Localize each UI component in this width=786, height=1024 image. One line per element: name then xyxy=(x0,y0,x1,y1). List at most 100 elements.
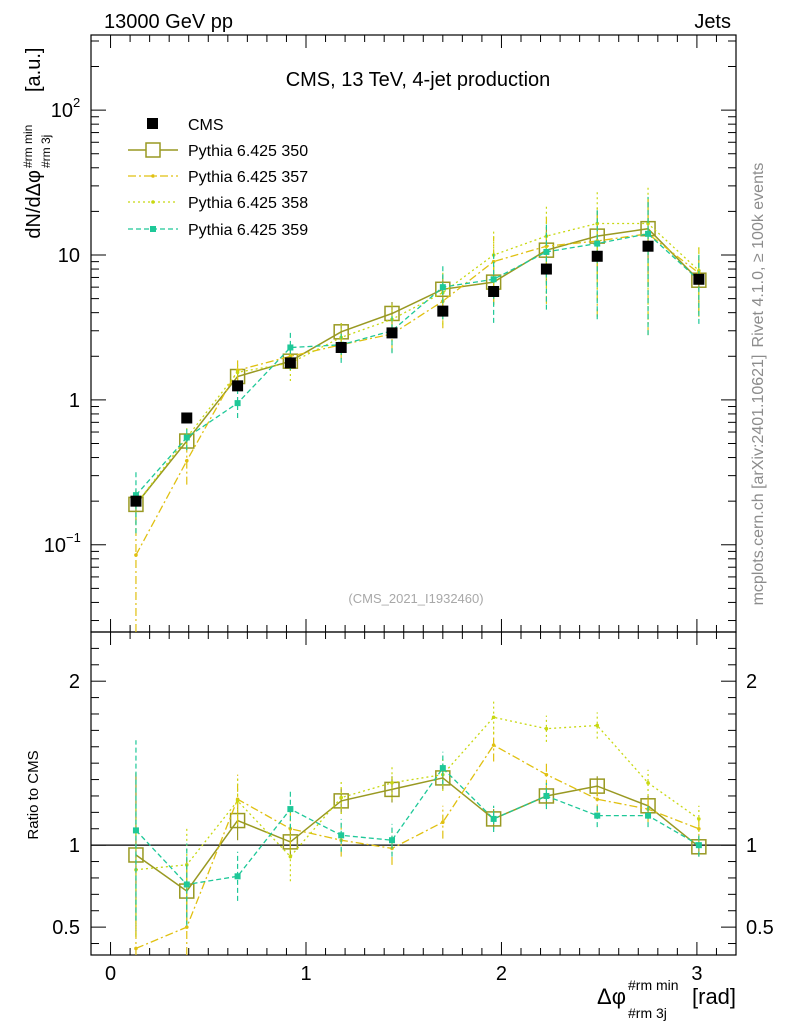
ratio-point-2 xyxy=(390,781,394,785)
ratio-point-2 xyxy=(235,799,240,803)
ratio-point-2 xyxy=(339,795,343,800)
cms-data-point xyxy=(488,285,500,297)
legend-entry-350: Pythia 6.425 350 xyxy=(128,142,308,160)
ratio-tick-label-left: 2 xyxy=(69,671,80,693)
cms-data-point xyxy=(540,263,552,275)
x-tick-label-1: 1 xyxy=(300,963,311,985)
ratio-tick-label-left: 0.5 xyxy=(52,917,80,939)
ratio-series-line-2 xyxy=(135,716,700,871)
series-1 xyxy=(134,196,701,955)
plot-frames xyxy=(90,34,737,956)
main-point-2 xyxy=(595,221,600,226)
y-tick-label-exponent: −1 xyxy=(66,530,81,545)
ratio-point-3 xyxy=(695,842,702,849)
legend-entry-358: Pythia 6.425 358 xyxy=(128,195,308,212)
ratio-point-3 xyxy=(543,792,550,799)
legend-label-357: Pythia 6.425 357 xyxy=(188,169,308,186)
header-left-label: 13000 GeV pp xyxy=(104,11,233,33)
main-series-line-3 xyxy=(135,233,700,496)
x-tick-label-2: 2 xyxy=(496,963,507,985)
y-tick-label-exponent: 2 xyxy=(73,95,80,110)
cms-data-layer xyxy=(130,240,705,507)
ratio-point-3 xyxy=(287,806,294,813)
y-tick-label: 10 xyxy=(58,245,80,267)
ratio-point-1 xyxy=(441,820,445,824)
ratio-point-1 xyxy=(544,772,549,777)
ratio-series-line-3 xyxy=(135,767,700,886)
series-2 xyxy=(134,186,701,936)
main-point-1 xyxy=(184,458,189,463)
mcplots-label: mcplots.cern.ch [arXiv:2401.10621] xyxy=(750,355,767,606)
ratio-point-3 xyxy=(439,765,446,772)
legend-marker-357 xyxy=(151,174,155,178)
x-tick-label-0: 0 xyxy=(105,963,116,985)
ratio-point-3 xyxy=(594,812,601,819)
main-point-3 xyxy=(132,492,139,499)
ratio-point-2 xyxy=(491,715,496,720)
x-axis-title-sub: #rm 3j xyxy=(628,1005,667,1021)
ratio-tick-label-right: 2 xyxy=(746,671,757,693)
main-point-3 xyxy=(594,240,601,247)
cms-data-point xyxy=(693,273,705,285)
ratio-series-line-0 xyxy=(135,777,700,893)
ratio-point-2 xyxy=(544,726,549,731)
main-point-3 xyxy=(287,344,294,351)
main-point-3 xyxy=(234,400,241,407)
y-axis-title: dN/dΔφ #rm min #rm 3j [a.u.] xyxy=(21,48,53,239)
main-point-1 xyxy=(288,354,293,359)
cms-data-point xyxy=(284,357,296,369)
y-axis-title-sub: #rm 3j xyxy=(39,135,53,168)
legend-label-359: Pythia 6.425 359 xyxy=(188,222,308,239)
cms-data-point xyxy=(591,250,603,262)
ratio-axis-title: Ratio to CMS xyxy=(25,750,42,839)
main-point-3 xyxy=(439,284,446,291)
legend-label-358: Pythia 6.425 358 xyxy=(188,195,308,212)
ratio-point-1 xyxy=(184,925,189,929)
main-point-3 xyxy=(645,230,652,237)
ratio-tick-label-left: 1 xyxy=(69,835,80,857)
ratio-series-line-1 xyxy=(135,744,700,949)
legend-marker-359 xyxy=(150,226,156,232)
main-series-line-2 xyxy=(135,222,700,505)
legend-marker-358 xyxy=(151,200,155,204)
ratio-point-2 xyxy=(595,723,600,728)
legend-marker-cms xyxy=(147,118,158,129)
ratio-point-3 xyxy=(132,827,139,834)
y-tick-label: 10 xyxy=(44,535,66,557)
legend-label-350: Pythia 6.425 350 xyxy=(188,143,308,160)
ratio-point-2 xyxy=(646,781,650,785)
ratio-point-2 xyxy=(288,854,293,859)
cms-data-point xyxy=(130,495,142,507)
main-point-2 xyxy=(235,370,240,375)
cms-data-point xyxy=(642,240,654,252)
cms-data-point xyxy=(181,412,193,424)
main-point-3 xyxy=(183,434,190,441)
x-axis-title-main: Δφ xyxy=(597,984,626,1009)
ratio-point-3 xyxy=(645,812,652,819)
series-0 xyxy=(128,199,707,937)
x-axis-title-sup: #rm min xyxy=(628,977,679,993)
ratio-point-3 xyxy=(338,832,345,839)
main-series-line-1 xyxy=(135,233,700,556)
y-axis-title-main: dN/dΔφ xyxy=(23,170,45,239)
legend: CMS Pythia 6.425 350 Pythia 6.425 357 Py… xyxy=(128,117,308,239)
legend-label-cms: CMS xyxy=(188,117,224,134)
series-layer xyxy=(128,186,707,955)
ratio-point-2 xyxy=(697,817,701,821)
cms-data-point xyxy=(335,341,347,353)
y-tick-label: 1 xyxy=(69,390,80,412)
ratio-plot-frame xyxy=(90,631,737,956)
legend-marker-350 xyxy=(145,142,161,158)
cms-data-point xyxy=(437,305,449,317)
cms-data-point xyxy=(232,380,244,392)
ratio-point-1 xyxy=(697,826,701,831)
legend-entry-359: Pythia 6.425 359 xyxy=(128,222,308,239)
main-point-3 xyxy=(543,248,550,255)
main-point-1 xyxy=(544,244,549,249)
x-axis-title-unit: [rad] xyxy=(692,984,736,1009)
x-axis-title: Δφ #rm min #rm 3j [rad] xyxy=(597,977,736,1021)
chart-title: CMS, 13 TeV, 4-jet production xyxy=(286,69,551,91)
ratio-point-1 xyxy=(595,797,600,802)
